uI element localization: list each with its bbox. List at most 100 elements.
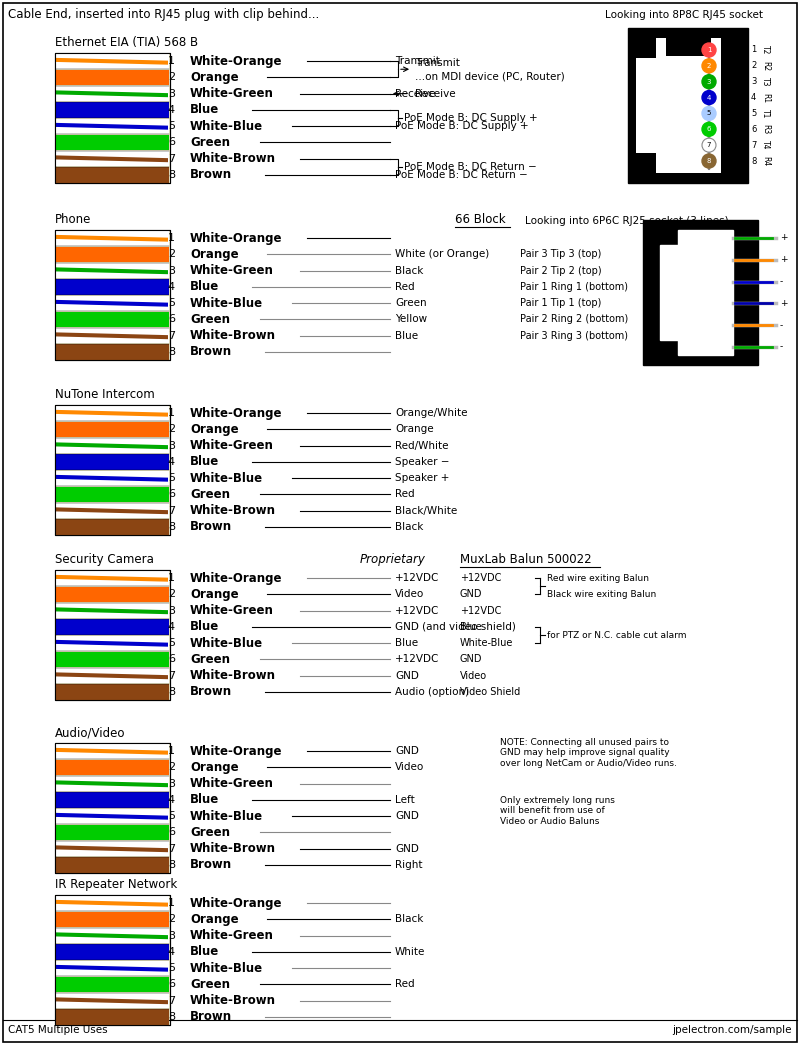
Text: White-Green: White-Green — [190, 929, 274, 943]
Text: 7: 7 — [168, 330, 175, 341]
Text: 6: 6 — [168, 315, 175, 324]
Bar — [56, 231, 169, 246]
Text: Orange: Orange — [395, 424, 434, 435]
Text: Pair 1 Tip 1 (top): Pair 1 Tip 1 (top) — [520, 298, 602, 308]
Text: NuTone Intercom: NuTone Intercom — [55, 388, 154, 401]
Polygon shape — [56, 781, 168, 787]
Text: Pair 1 Ring 1 (bottom): Pair 1 Ring 1 (bottom) — [520, 282, 628, 292]
Text: 4: 4 — [168, 795, 175, 805]
Bar — [56, 296, 169, 310]
Bar — [56, 652, 169, 667]
Text: Brown: Brown — [190, 168, 232, 182]
Bar — [56, 405, 169, 421]
Text: R3: R3 — [761, 124, 770, 135]
Text: Orange: Orange — [190, 71, 238, 84]
Text: Blue: Blue — [190, 103, 219, 116]
Bar — [56, 311, 169, 327]
Text: Left: Left — [395, 795, 414, 805]
Text: White-Orange: White-Orange — [190, 572, 282, 584]
Bar — [55, 743, 170, 873]
Text: jpelectron.com/sample: jpelectron.com/sample — [673, 1025, 792, 1035]
Bar — [636, 59, 656, 153]
Text: White-Orange: White-Orange — [190, 54, 282, 68]
Text: Black: Black — [395, 265, 423, 276]
Text: 6: 6 — [168, 489, 175, 500]
Text: 6: 6 — [683, 343, 688, 351]
Text: 4: 4 — [168, 104, 175, 115]
Text: 4: 4 — [168, 622, 175, 632]
Bar — [56, 422, 169, 437]
Text: 1: 1 — [168, 56, 175, 66]
Bar — [56, 150, 169, 166]
Text: 4: 4 — [707, 94, 711, 100]
Text: White-Brown: White-Brown — [190, 842, 276, 855]
Text: 1: 1 — [751, 46, 756, 54]
Text: White-Green: White-Green — [190, 87, 274, 100]
Text: White-Orange: White-Orange — [190, 407, 282, 420]
Text: Receive: Receive — [395, 89, 436, 98]
Text: GND: GND — [395, 746, 419, 757]
Text: GND (and video shield): GND (and video shield) — [395, 622, 516, 632]
Text: Pair 2 Tip 2 (top): Pair 2 Tip 2 (top) — [520, 265, 602, 276]
Text: 2: 2 — [168, 763, 175, 772]
Bar — [55, 53, 170, 183]
Text: Speaker −: Speaker − — [395, 457, 450, 467]
Text: 5: 5 — [168, 638, 175, 648]
Text: 8: 8 — [168, 170, 175, 180]
Polygon shape — [56, 508, 168, 514]
Text: 1: 1 — [168, 409, 175, 418]
Text: 2: 2 — [168, 424, 175, 435]
Bar — [55, 405, 170, 535]
Text: T2: T2 — [761, 45, 770, 54]
Text: -: - — [780, 321, 783, 330]
Text: Receive: Receive — [415, 89, 456, 98]
Circle shape — [702, 59, 716, 73]
Text: 66 Block: 66 Block — [455, 213, 506, 226]
Bar — [55, 895, 170, 1025]
Text: CAT5 Multiple Uses: CAT5 Multiple Uses — [8, 1025, 108, 1035]
Bar — [56, 344, 169, 359]
Text: White-Green: White-Green — [190, 777, 274, 790]
Bar — [56, 603, 169, 619]
Text: 4: 4 — [683, 299, 688, 308]
Text: Brown: Brown — [190, 1011, 232, 1023]
Polygon shape — [56, 640, 168, 647]
Text: Green: Green — [395, 298, 426, 308]
Text: White-Blue: White-Blue — [190, 471, 263, 485]
Text: 6: 6 — [168, 979, 175, 990]
Text: 3: 3 — [168, 931, 175, 940]
Bar — [56, 825, 169, 840]
Text: 2: 2 — [168, 250, 175, 259]
Text: PoE Mode B: DC Return −: PoE Mode B: DC Return − — [395, 170, 528, 180]
Bar — [56, 743, 169, 759]
Text: Green: Green — [190, 136, 230, 148]
Text: White: White — [395, 947, 426, 957]
Polygon shape — [56, 845, 168, 853]
Text: Ethernet EIA (TIA) 568 B: Ethernet EIA (TIA) 568 B — [55, 36, 198, 49]
Text: 7: 7 — [168, 671, 175, 680]
Bar — [56, 684, 169, 699]
Text: Cable End, inserted into RJ45 plug with clip behind...: Cable End, inserted into RJ45 plug with … — [8, 8, 319, 21]
Text: 4: 4 — [168, 457, 175, 467]
Bar — [56, 993, 169, 1008]
Text: 8: 8 — [706, 158, 711, 164]
Text: 5: 5 — [168, 121, 175, 131]
Text: +12VDC: +12VDC — [395, 654, 439, 665]
Bar — [56, 438, 169, 454]
Text: 8: 8 — [168, 1012, 175, 1022]
Text: 3: 3 — [751, 77, 756, 87]
Text: 3: 3 — [683, 277, 688, 286]
Text: Red: Red — [395, 489, 414, 500]
Text: Green: Green — [190, 826, 230, 839]
Text: R1: R1 — [761, 93, 770, 102]
Text: 6: 6 — [168, 137, 175, 147]
Text: White (or Orange): White (or Orange) — [395, 250, 490, 259]
Text: Red: Red — [395, 979, 414, 990]
Text: Looking into 6P6C RJ25 socket (3 lines): Looking into 6P6C RJ25 socket (3 lines) — [525, 216, 729, 226]
Bar — [55, 570, 170, 700]
Text: T4: T4 — [761, 140, 770, 149]
Text: Transmit: Transmit — [395, 56, 440, 66]
Polygon shape — [56, 332, 168, 340]
Text: 2: 2 — [168, 589, 175, 600]
Text: 3: 3 — [168, 89, 175, 98]
